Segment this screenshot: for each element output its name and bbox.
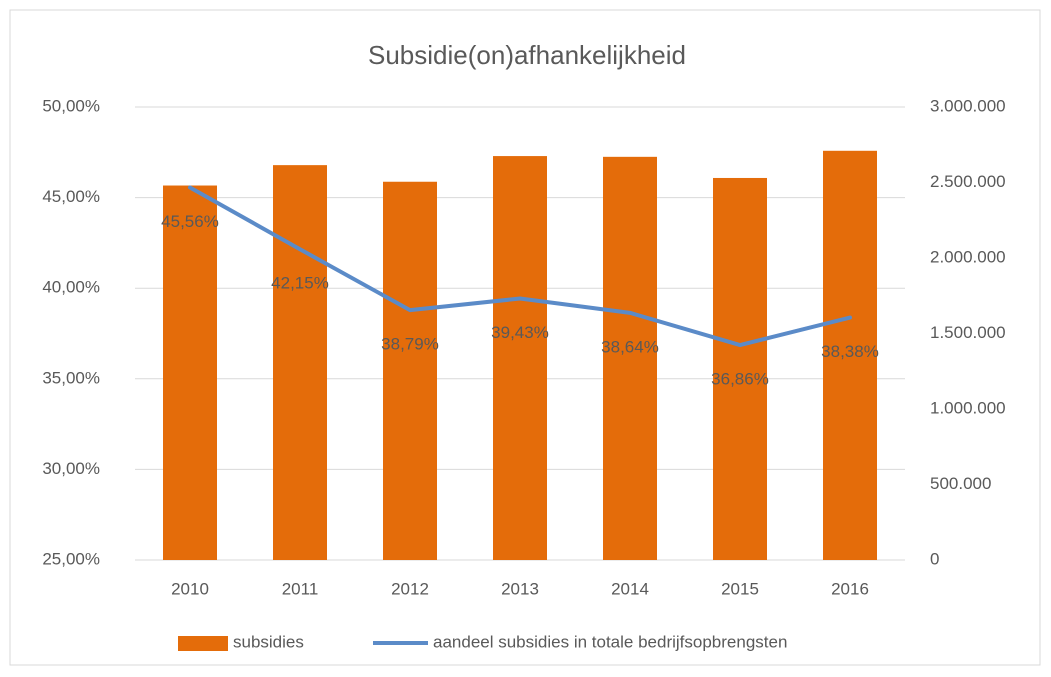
data-label: 38,79%: [381, 335, 439, 354]
x-tick-label: 2016: [831, 579, 869, 598]
x-tick-label: 2012: [391, 579, 429, 598]
data-label: 42,15%: [271, 274, 329, 293]
y2-tick-label: 500.000: [930, 474, 991, 493]
bar: [493, 156, 547, 560]
x-tick-label: 2010: [171, 579, 209, 598]
data-label: 38,64%: [601, 337, 659, 356]
y-tick-label: 30,00%: [42, 459, 100, 478]
bar: [383, 181, 437, 560]
y-tick-label: 25,00%: [42, 549, 100, 568]
legend-label: subsidies: [233, 632, 304, 651]
bar: [603, 156, 657, 560]
bar: [823, 150, 877, 561]
x-tick-label: 2011: [282, 579, 319, 598]
legend-swatch: [178, 636, 228, 651]
legend-label: aandeel subsidies in totale bedrijfsopbr…: [433, 632, 787, 651]
bar: [713, 177, 767, 560]
bar: [163, 185, 217, 560]
y2-tick-label: 1.000.000: [930, 398, 1006, 417]
y-tick-label: 40,00%: [42, 278, 100, 297]
x-tick-label: 2015: [721, 579, 759, 598]
y2-tick-label: 2.000.000: [930, 247, 1006, 266]
y2-tick-label: 2.500.000: [930, 172, 1006, 191]
chart-title: Subsidie(on)afhankelijkheid: [368, 40, 686, 70]
y2-tick-label: 0: [930, 549, 939, 568]
data-label: 45,56%: [161, 212, 219, 231]
data-label: 39,43%: [491, 323, 549, 342]
y2-tick-label: 3.000.000: [930, 96, 1006, 115]
x-tick-label: 2013: [501, 579, 539, 598]
y2-tick-label: 1.500.000: [930, 323, 1006, 342]
data-label: 36,86%: [711, 370, 769, 389]
data-label: 38,38%: [821, 342, 879, 361]
y-tick-label: 45,00%: [42, 187, 100, 206]
line: [188, 185, 852, 348]
x-tick-label: 2014: [611, 579, 649, 598]
y-tick-label: 35,00%: [42, 368, 100, 387]
y-tick-label: 50,00%: [42, 96, 100, 115]
bar: [273, 165, 327, 560]
